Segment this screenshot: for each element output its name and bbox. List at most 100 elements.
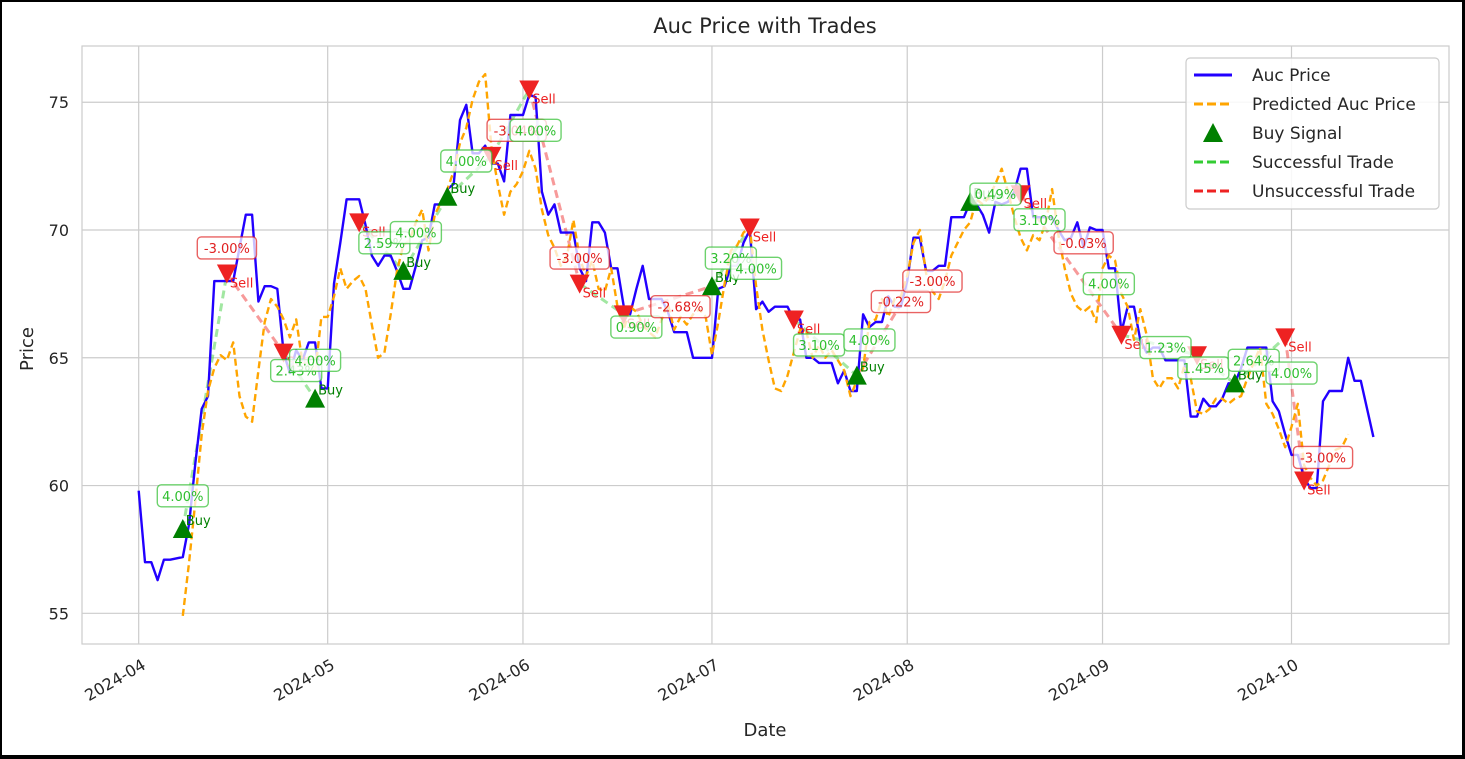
y-axis-label: Price [17,327,38,371]
actual-price-line [137,93,1375,582]
annotation-text: 4.00% [515,124,556,139]
annotation-text: -3.00% [909,275,955,290]
annotation-box [969,182,1022,206]
trade-line [710,226,752,288]
series-lines [137,72,1375,617]
sell-marker [739,218,760,238]
x-tick-label: 2024-05 [270,655,337,705]
sell-marker [216,264,237,284]
annotation-box [156,484,209,508]
annotation-text: -3.00% [1300,451,1346,466]
sell-label: Sell [494,159,517,174]
x-tick-label: 2024-08 [850,655,917,705]
sell-marker [349,213,370,233]
y-tick-label: 60 [49,477,69,496]
annotation-text: 0.90% [616,321,657,336]
annotation-text: 4.00% [735,262,776,277]
sell-label: Sell [1307,483,1330,498]
x-tick-label: 2024-10 [1234,655,1301,705]
annotation-text: 4.00% [1271,367,1312,382]
annotation-text: -3.00% [204,242,250,257]
sell-marker [519,80,540,100]
x-tick-label: 2024-04 [81,655,148,705]
annotation-box [196,236,258,260]
sell-label: Sell [532,92,555,107]
annotation-box [902,269,963,293]
sell-marker [1294,471,1315,491]
sell-label: Sell [230,276,253,291]
annotation-box [389,220,443,245]
buy-marker [305,388,326,408]
annotation-box [870,289,932,314]
sell-marker [613,305,634,325]
annotation-box [650,294,711,319]
sell-marker [1275,328,1296,348]
buy-label: Buy [406,256,431,271]
sell-marker [1111,325,1132,345]
legend-label: Unsuccessful Trade [1252,182,1415,202]
buy-marker [701,276,722,296]
annotation-text: 1.45% [1183,362,1224,377]
annotation-text: -0.22% [878,296,924,311]
legend: Auc Price Predicted Auc Price Buy Signal Su… [1185,57,1440,210]
y-tick-label: 70 [49,221,69,240]
buy-marker [846,365,867,385]
chart-title: Auc Price with Trades [653,14,876,38]
buy-marker [393,260,414,280]
annotation-text: 4.00% [849,334,890,349]
annotation-text: 4.00% [294,354,335,369]
x-axis-label: Date [743,720,786,741]
x-tick-label: 2024-09 [1045,655,1112,705]
annotation-box [1139,335,1192,360]
y-tick-label: 55 [49,604,69,623]
legend-box [1185,57,1440,210]
annotation-text: -0.03% [1061,237,1107,252]
x-tick-label: 2024-07 [655,655,722,705]
y-tick-label: 75 [49,93,69,112]
annotation-text: 3.10% [1019,214,1060,229]
annotation-box [1082,271,1136,296]
grid-lines [82,46,1449,644]
annotation-box [1292,445,1354,470]
buy-label: Buy [1238,368,1263,383]
annotation-text: 4.00% [446,155,487,170]
annotation-box [1265,361,1318,385]
buy-marker [437,186,458,206]
annotation-text: 1.23% [1145,342,1186,357]
sell-label: Sell [753,230,776,245]
annotation-box [1013,208,1066,232]
trade-line [225,272,285,354]
buy-label: Buy [186,514,211,529]
annotation-text: 3.10% [798,339,839,354]
trade-annotations: 4.00%-3.00%2.43%4.00%2.59%4.00%4.00%-3.0… [156,118,1354,508]
annotation-box [509,118,562,143]
annotation-box [549,246,610,270]
buy-marker [172,519,193,538]
legend-label: Auc Price [1252,66,1331,86]
annotation-text: 0.49% [975,188,1016,203]
legend-label: Successful Trade [1252,153,1394,173]
buy-label: Buy [450,182,475,197]
trade-line [446,154,493,198]
sell-label: Sell [583,287,606,302]
legend-label: Buy Signal [1252,124,1342,144]
legend-buy-icon [1203,123,1223,142]
sell-marker [569,274,590,294]
buy-label: Buy [318,384,343,399]
sell-marker [273,343,294,363]
annotation-box [610,315,663,339]
legend-label: Predicted Auc Price [1252,95,1416,115]
annotation-text: -2.68% [657,301,703,316]
annotation-text: 2.64% [1233,354,1274,369]
annotation-box [729,256,783,281]
annotation-box [1053,231,1114,255]
annotation-box [440,149,493,173]
x-tick-label: 2024-06 [466,655,533,705]
y-tick-label: 65 [49,349,69,368]
annotation-text: 4.00% [162,490,203,505]
annotation-box [288,348,342,373]
annotation-text: 4.00% [395,227,436,242]
annotation-box [843,328,896,352]
